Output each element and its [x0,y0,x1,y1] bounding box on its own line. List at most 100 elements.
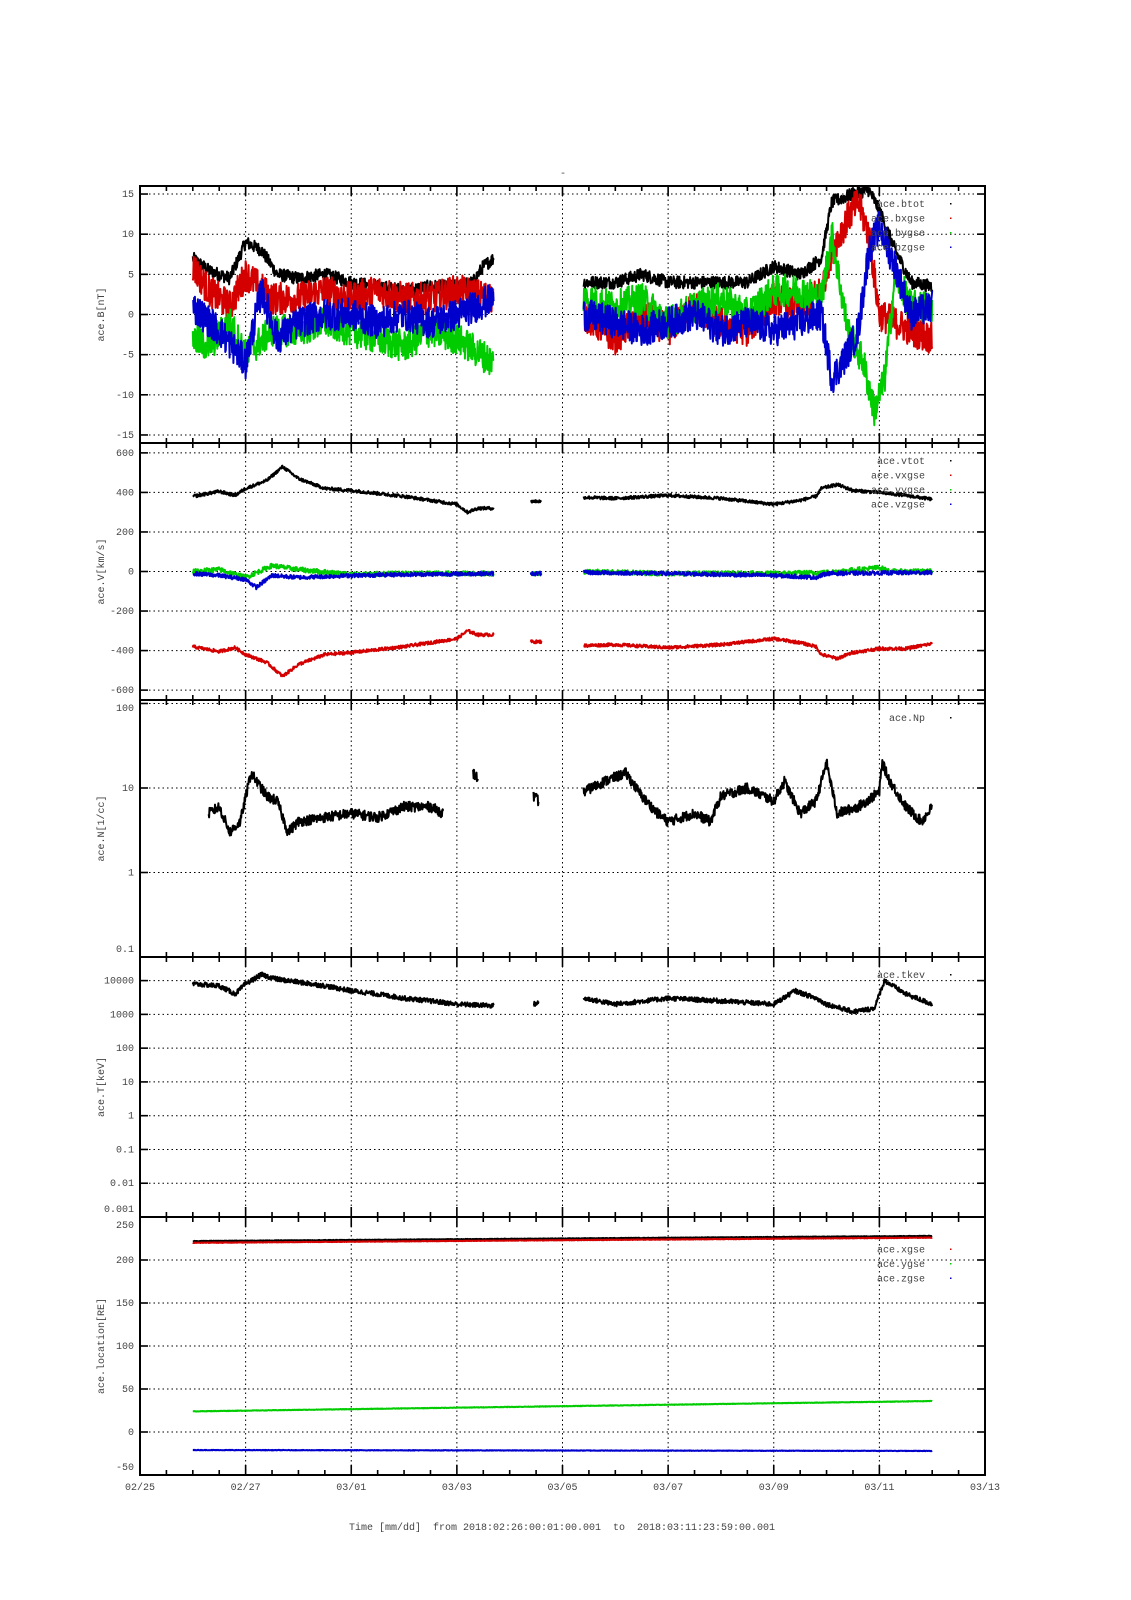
x-tick-label: 03/07 [653,1482,683,1494]
y-tick-label: 10000 [104,977,134,988]
series-ace-vtot [529,499,543,504]
panel-1: 600 400 200 0 -200 -400 -600 ace.V[km/s] ace.vto… [96,442,986,701]
series-ace-tkev [582,978,934,1015]
y-tick-label: 0 [128,568,134,579]
legend-label: ace.bygse [871,228,925,240]
y-tick-label: 0.001 [104,1205,134,1216]
panel-2: 100 10 1 0.1 ace.N[1/cc] ace.Np [96,699,986,958]
x-tick-label: 03/01 [336,1482,366,1494]
series-line [192,1234,933,1243]
legend-label: ace.vzgse [871,501,925,512]
y-tick-label: 250 [116,1221,134,1232]
y-axis-label: ace.T[keV] [96,1057,108,1117]
x-tick-label: 03/11 [864,1482,894,1494]
y-tick-label: 100 [116,1342,134,1353]
y-tick-label: 400 [116,488,134,499]
series-ace-vtot [192,464,495,515]
legend-marker [950,203,952,205]
y-tick-label: 1 [128,1112,134,1123]
legend-marker [950,460,952,462]
series-ace-btot [582,186,934,293]
y-axis-label: ace.V[km/s] [96,538,108,604]
series-ace-zgse [192,1448,933,1453]
series-ace-Np [207,771,445,837]
y-axis-label: ace.N[1/cc] [96,795,108,861]
y-axis-label: ace.B[nT] [96,287,108,341]
y-tick-label: -200 [110,607,134,618]
legend-label: ace.vtot [877,457,925,468]
x-tick-label: 03/09 [759,1482,789,1494]
legend-marker [950,232,952,234]
y-tick-label: 0 [128,311,134,322]
y-tick-label: 15 [122,190,134,201]
series-ace-xgse [192,1236,933,1244]
series-ace-vxgse [529,639,543,645]
y-tick-label: 10 [122,784,134,795]
series-ace-bzgse [582,210,934,394]
legend-label: ace.tkev [877,970,925,982]
x-tick-label: 03/13 [970,1482,1000,1494]
y-axis-label: ace.location[RE] [96,1298,108,1394]
legend-marker [950,1277,952,1279]
legend-label: ace.bzgse [871,243,925,255]
y-tick-label: -600 [110,686,134,697]
series-ace-vzgse [192,570,495,591]
series-ace-bygse [582,222,934,427]
series-ace-tkev [532,1000,540,1007]
y-tick-label: 10 [122,1078,134,1089]
series-ace-tkev [191,971,495,1009]
y-tick-label: -50 [116,1463,134,1474]
legend-marker [950,217,952,219]
panel-3: 10000 1000 100 10 1 0.1 0.01 0.001 ace.T[keV] ace… [96,956,986,1218]
legend-label: ace.zgse [877,1275,925,1286]
legend-marker [950,1263,952,1265]
x-tick-label: 02/27 [231,1482,261,1494]
y-tick-label: 200 [116,1256,134,1267]
y-tick-label: -400 [110,647,134,658]
y-tick-label: 1000 [110,1010,134,1021]
legend-marker [950,717,952,719]
y-tick-label: 150 [116,1299,134,1310]
legend-marker [950,1248,952,1250]
y-tick-label: 0 [128,1428,134,1439]
panel-frame [139,699,986,958]
legend-marker [950,474,952,476]
legend-label: ace.btot [877,199,925,211]
series-ace-vxgse [191,628,495,678]
legend-label: ace.vygse [871,486,925,497]
y-tick-label: 10 [122,230,134,241]
series-ace-vzgse [529,570,543,577]
y-tick-label: 200 [116,528,134,539]
legend-marker [950,974,952,976]
panel-frame [139,1216,986,1476]
series-ace-vzgse [582,569,933,581]
legend-marker [950,246,952,248]
series-ace-btot [191,237,495,298]
panel-4: 250 200 150 100 50 0 -50 ace.location[RE] ace.xg… [96,1216,986,1476]
y-tick-label: 100 [116,704,134,715]
legend-label: ace.ygse [877,1260,925,1271]
y-tick-label: 5 [128,270,134,281]
y-tick-label: 50 [122,1385,134,1396]
legend-label: ace.bxgse [871,214,925,226]
x-tick-label: 03/05 [547,1482,577,1494]
series-ace-Np [582,758,933,827]
panel-0: 15 10 5 0 -5 -10 -15 ace.B[nT] ace.btot ace.bxgse… [96,185,986,444]
y-tick-label: 0.1 [116,1145,134,1156]
x-axis-label: Time [mm/dd] from 2018:02:26:00:01:00.00… [349,1522,775,1534]
y-tick-label: 0.1 [116,945,134,956]
legend-marker [950,503,952,505]
series-ace-bzgse [191,278,495,380]
legend-marker [950,489,952,491]
series-ace-Np [472,768,479,783]
series-ace-Np [532,791,540,807]
y-tick-label: 100 [116,1044,134,1055]
series-ace-ygse [192,1399,933,1413]
x-tick-label: 02/25 [125,1482,155,1494]
x-tick-label: 03/03 [442,1482,472,1494]
legend-label: ace.vxgse [871,472,925,483]
legend-label: ace.Np [889,714,925,725]
series-ace-vtot [582,482,933,507]
chart-title: - [560,169,566,180]
